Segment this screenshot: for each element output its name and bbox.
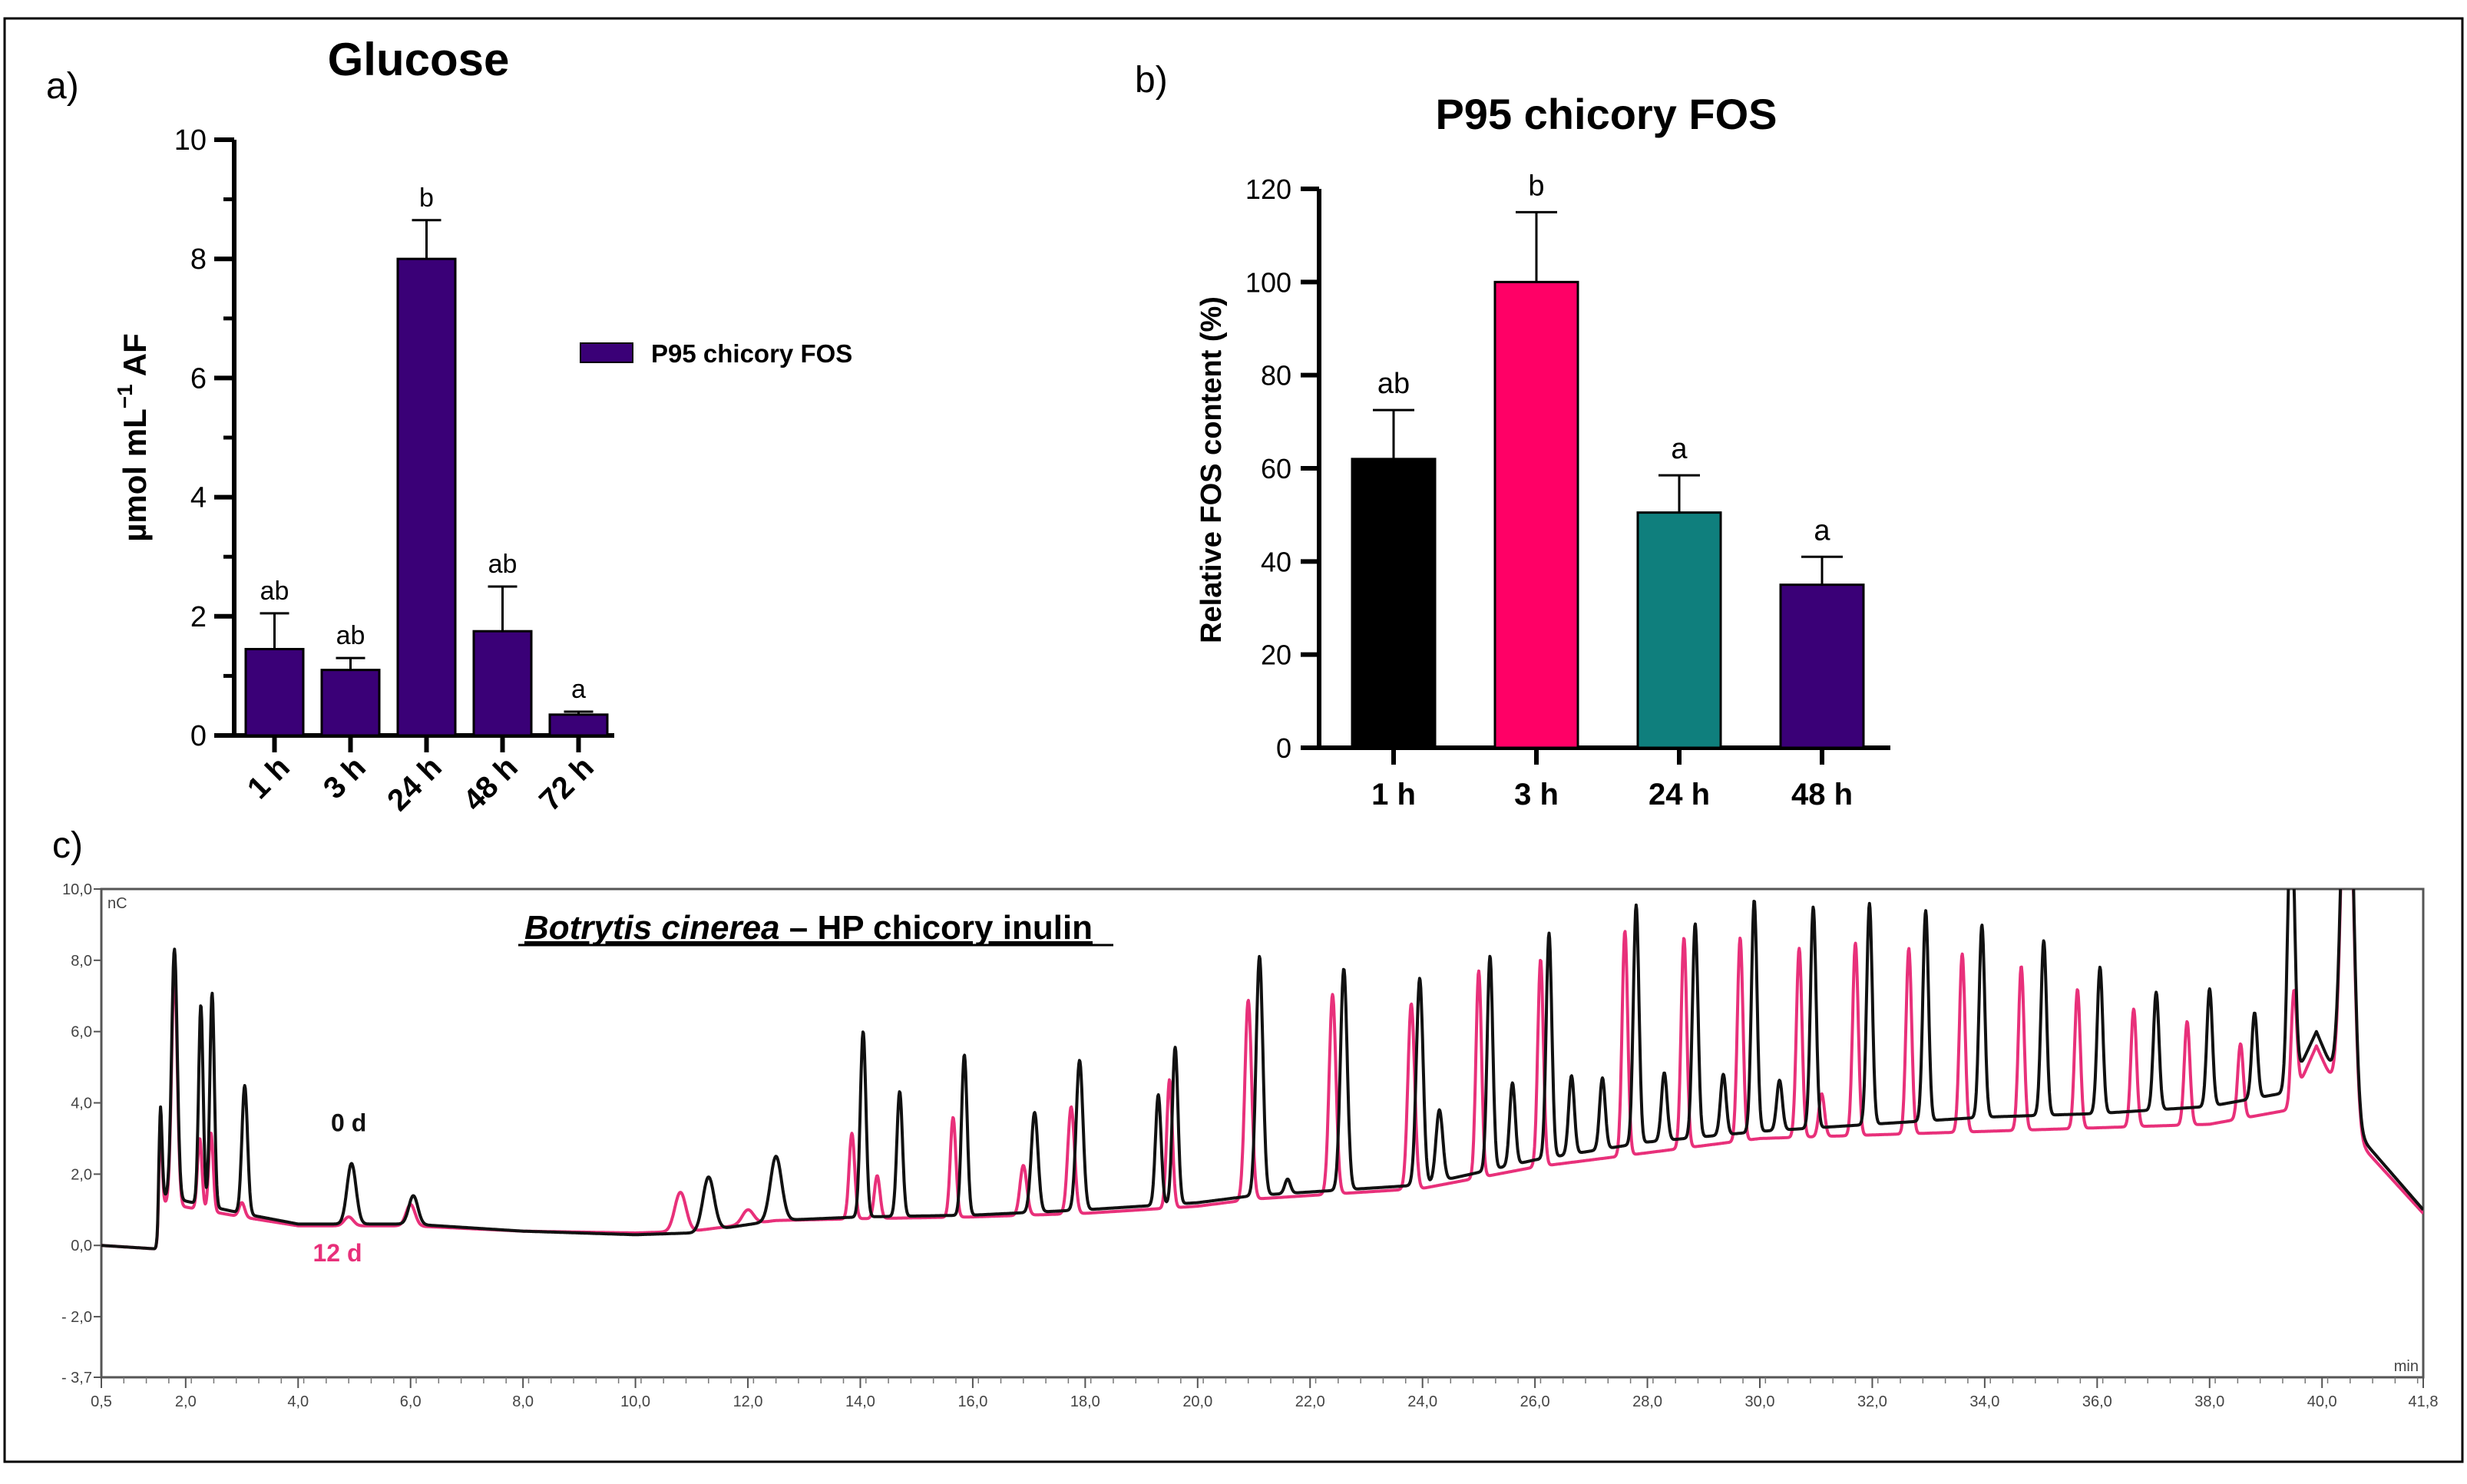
panel-c-y-tick-label: 2,0 [71, 1166, 92, 1183]
panel-a-y-tick-label: 2 [190, 601, 207, 633]
panel-b-y-axis-label: Relative FOS content (%) [1195, 296, 1228, 643]
panel-a-legend-swatch [580, 342, 633, 363]
panel-a-bar [244, 647, 305, 737]
panel-a-y-tick-label: 4 [190, 482, 207, 514]
panel-a-axes: 0 2 4 6 8 10 1 h 3 h 24 h 48 h 72 h [174, 124, 614, 818]
panel-c-y-tick-label: 10,0 [62, 881, 92, 898]
panel-a-x-tick-label: 3 h [317, 750, 372, 805]
panel-c-title: Botrytis cinerea – HP chicory inulin [524, 909, 1093, 947]
panel-b-x-tick-label: 48 h [1791, 778, 1853, 811]
figure-frame [3, 17, 2464, 1463]
panel-b-y-tick-label: 60 [1261, 453, 1291, 484]
panel-b-bar [1779, 583, 1865, 749]
panel-c-y-tick-label: 8,0 [71, 953, 92, 970]
panel-c-x-unit: min [2394, 1358, 2419, 1375]
panel-c-x-tick-label: 10,0 [620, 1393, 650, 1410]
panel-a-x-tick-label: 72 h [533, 750, 600, 818]
panel-c-traces: 0 d 12 d [101, 889, 2423, 1267]
panel-b-bars: ab b a a [1351, 170, 1865, 749]
panel-a-bar [320, 669, 381, 737]
panel-c-trace-0d [101, 889, 2423, 1251]
panel-a-bar [396, 257, 457, 737]
panel-a-x-tick-label: 1 h [241, 750, 296, 805]
panel-c-x-tick-label: 0,5 [91, 1393, 112, 1410]
panel-c-x-tick-label: 34,0 [1969, 1393, 1999, 1410]
panel-b-y-tick-label: 80 [1261, 360, 1291, 392]
panel-c-x-tick-label: 16,0 [957, 1393, 987, 1410]
panel-a-significance-letter: b [419, 183, 434, 213]
panel-c-y-tick-label: 0,0 [71, 1238, 92, 1254]
panel-b-significance-letter: b [1528, 170, 1544, 202]
panel-b-significance-letter: a [1814, 514, 1830, 547]
panel-b-y-tick-label: 0 [1276, 732, 1291, 764]
panel-c-x-tick-label: 2,0 [175, 1393, 197, 1410]
panel-a-y-tick-label: 6 [190, 362, 207, 395]
panel-a-y-tick-label: 8 [190, 243, 207, 276]
panel-c-x-tick-label: 40,0 [2307, 1393, 2337, 1410]
panel-a-y-tick-label: 10 [174, 124, 207, 157]
panel-a-bar [472, 630, 533, 737]
panel-letter-c: c) [52, 825, 83, 866]
panel-a-glucose-chart: Glucose µmol mL−1 AF 0 2 4 6 8 10 1 h 3 h 24 h 48… [113, 34, 852, 818]
panel-b-significance-letter: ab [1377, 368, 1410, 400]
panel-b-fos-chart: P95 chicory FOS Relative FOS content (%)… [1195, 90, 1890, 811]
panel-b-y-tick-label: 100 [1245, 266, 1291, 298]
panel-c-x-tick-label: 30,0 [1745, 1393, 1775, 1410]
panel-c-x-tick-label: 12,0 [733, 1393, 763, 1410]
panel-letter-a: a) [46, 66, 79, 107]
panel-c-x-tick-label: 22,0 [1295, 1393, 1325, 1410]
panel-c-x-tick-label: 36,0 [2082, 1393, 2112, 1410]
panel-c-y-tick-label: 4,0 [71, 1096, 92, 1112]
panel-b-y-tick-label: 40 [1261, 546, 1291, 577]
panel-c-label-0d: 0 d [331, 1109, 366, 1137]
panel-c-x-tick-label: 24,0 [1407, 1393, 1437, 1410]
panel-a-x-tick-label: 24 h [381, 750, 448, 818]
panel-b-title: P95 chicory FOS [1435, 90, 1777, 138]
panel-c-x-tick-label: 26,0 [1520, 1393, 1550, 1410]
panel-c-x-tick-label: 20,0 [1182, 1393, 1212, 1410]
panel-b-bar [1636, 511, 1722, 749]
panel-c-y-tick-label: - 2,0 [61, 1309, 92, 1326]
panel-c-x-tick-label: 38,0 [2194, 1393, 2224, 1410]
panel-a-significance-letter: ab [260, 577, 289, 606]
panel-c-x-tick-label: 32,0 [1857, 1393, 1887, 1410]
panel-c-x-tick-label: 41,8 [2409, 1393, 2439, 1410]
panel-a-significance-letter: ab [488, 550, 518, 579]
panel-b-x-tick-label: 3 h [1514, 778, 1559, 811]
panel-a-bar [548, 713, 609, 737]
panel-c-chromatogram: nC min 10,0 8,0 6,0 4,0 2,0 0,0 - 2,0 - 3,7 0,5 2… [61, 881, 2439, 1410]
panel-b-bar [1351, 458, 1437, 749]
panel-b-y-tick-label: 20 [1261, 640, 1291, 671]
panel-b-bar [1493, 280, 1579, 749]
panel-c-x-tick-label: 8,0 [512, 1393, 534, 1410]
panel-a-significance-letter: ab [336, 621, 365, 650]
panel-c-x-tick-label: 14,0 [845, 1393, 875, 1410]
panel-c-axes: 10,0 8,0 6,0 4,0 2,0 0,0 - 2,0 - 3,7 0,5 2,0 4,0 6,… [61, 881, 2439, 1410]
panel-a-bars: ab ab b ab a [244, 183, 609, 737]
panel-a-x-tick-label: 48 h [457, 750, 524, 818]
panel-c-y-tick-label: 6,0 [71, 1024, 92, 1041]
panel-c-x-tick-label: 6,0 [400, 1393, 422, 1410]
panel-b-x-tick-label: 24 h [1649, 778, 1710, 811]
panel-b-y-tick-label: 120 [1245, 174, 1291, 205]
panel-a-y-axis-label: µmol mL−1 AF [113, 333, 153, 542]
panel-a-title: Glucose [328, 34, 510, 85]
panel-b-x-tick-label: 1 h [1371, 778, 1416, 811]
panel-c-label-12d: 12 d [313, 1239, 362, 1267]
panel-a-y-tick-label: 0 [190, 720, 207, 752]
panel-c-plot-area [100, 887, 2425, 1379]
panel-c-x-tick-label: 18,0 [1070, 1393, 1100, 1410]
panel-c-y-unit: nC [107, 895, 127, 912]
panel-c-x-tick-label: 28,0 [1632, 1393, 1662, 1410]
panel-c-y-tick-label: - 3,7 [61, 1370, 92, 1386]
panel-a-significance-letter: a [571, 675, 586, 704]
panel-a-legend-label: P95 chicory FOS [651, 339, 852, 368]
panel-c-x-tick-label: 4,0 [287, 1393, 309, 1410]
panel-letter-b: b) [1135, 60, 1168, 101]
panel-b-significance-letter: a [1671, 433, 1688, 465]
